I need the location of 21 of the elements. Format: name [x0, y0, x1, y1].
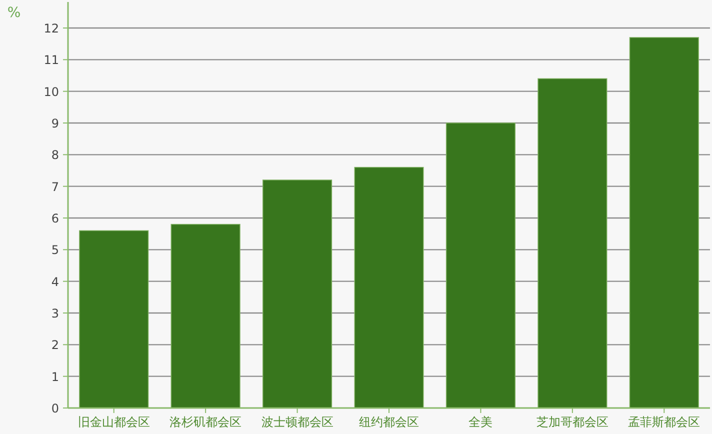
x-tick-label: 波士顿都会区: [261, 415, 334, 429]
y-tick-label: 12: [44, 22, 59, 36]
x-tick-label: 芝加哥都会区: [536, 415, 608, 429]
y-tick-label: 4: [51, 274, 59, 289]
y-tick-label: 6: [51, 212, 59, 226]
x-tick-label: 洛杉矶都会区: [170, 415, 242, 429]
y-tick-label: 1: [51, 370, 59, 384]
y-tick-label: 10: [44, 84, 59, 99]
y-tick-label: 11: [44, 53, 59, 68]
y-tick-label: 0: [51, 402, 59, 416]
y-tick-label: 7: [51, 180, 59, 194]
x-tick-label: 旧金山都会区: [78, 415, 150, 429]
y-tick-label: 2: [51, 338, 59, 352]
y-tick-label: 8: [51, 148, 59, 162]
x-tick-label: 全美: [468, 415, 493, 429]
y-tick-label: 3: [51, 306, 59, 320]
x-tick-label: 纽约都会区: [359, 415, 419, 429]
y-axis-title: %: [7, 5, 21, 21]
y-tick-label: 5: [51, 243, 59, 258]
y-tick-label: 9: [51, 116, 59, 130]
x-tick-label: 孟菲斯都会区: [628, 415, 700, 429]
